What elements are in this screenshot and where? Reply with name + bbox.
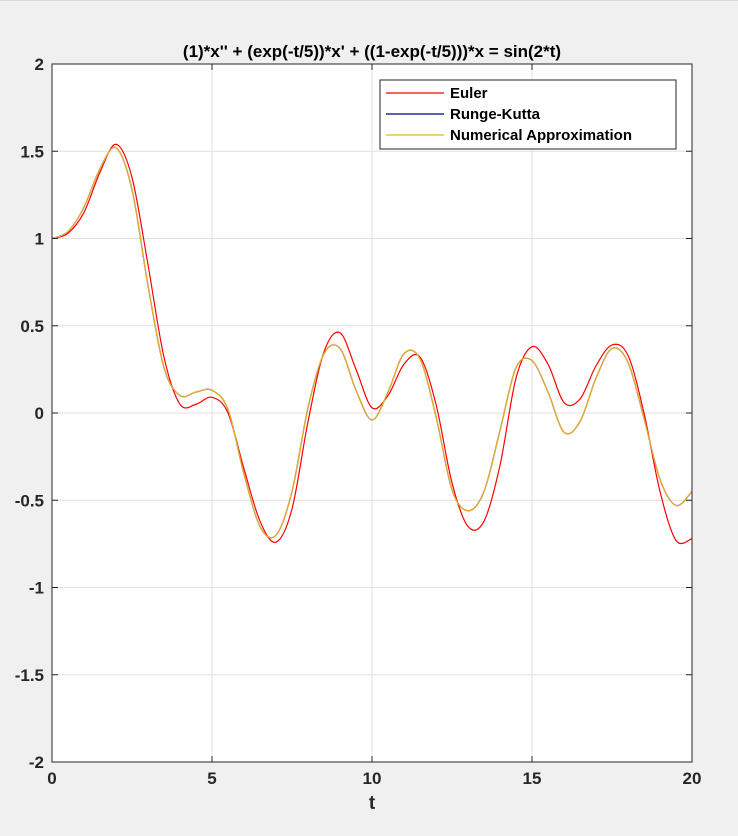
- x-tick-label: 5: [207, 769, 216, 788]
- y-tick-label: 2: [35, 55, 44, 74]
- x-tick-label: 20: [683, 769, 702, 788]
- legend-item-euler-label: Euler: [450, 85, 488, 102]
- y-tick-label: -0.5: [15, 491, 44, 510]
- y-tick-label: 1: [35, 230, 44, 249]
- x-tick-label: 10: [363, 769, 382, 788]
- x-tick-label: 0: [47, 769, 56, 788]
- y-tick-label: -1: [29, 579, 44, 598]
- legend: Euler Runge-Kutta Numerical Approximation: [379, 79, 677, 150]
- chart-title: (1)*x'' + (exp(-t/5))*x' + ((1-exp(-t/5)…: [183, 42, 561, 61]
- x-tick-label: 15: [523, 769, 542, 788]
- x-axis-label: t: [369, 793, 376, 814]
- ticks: 0 5 10 15 20 -2 -1.5 -1 -0.5 0 0.5 1 1.5 2: [15, 55, 702, 788]
- euler-series-line: [51, 143, 693, 545]
- y-tick-label: -1.5: [15, 666, 44, 685]
- y-tick-label: 1.5: [20, 142, 44, 161]
- legend-item-runge-kutta-label: Runge-Kutta: [450, 106, 541, 123]
- numerical-approximation-series-line: [51, 146, 693, 539]
- legend-item-numerical-approximation-label: Numerical Approximation: [450, 127, 632, 144]
- y-tick-label: -2: [29, 753, 44, 772]
- y-tick-label: 0.5: [20, 317, 44, 336]
- y-tick-label: 0: [35, 404, 44, 423]
- series-group: [51, 143, 693, 545]
